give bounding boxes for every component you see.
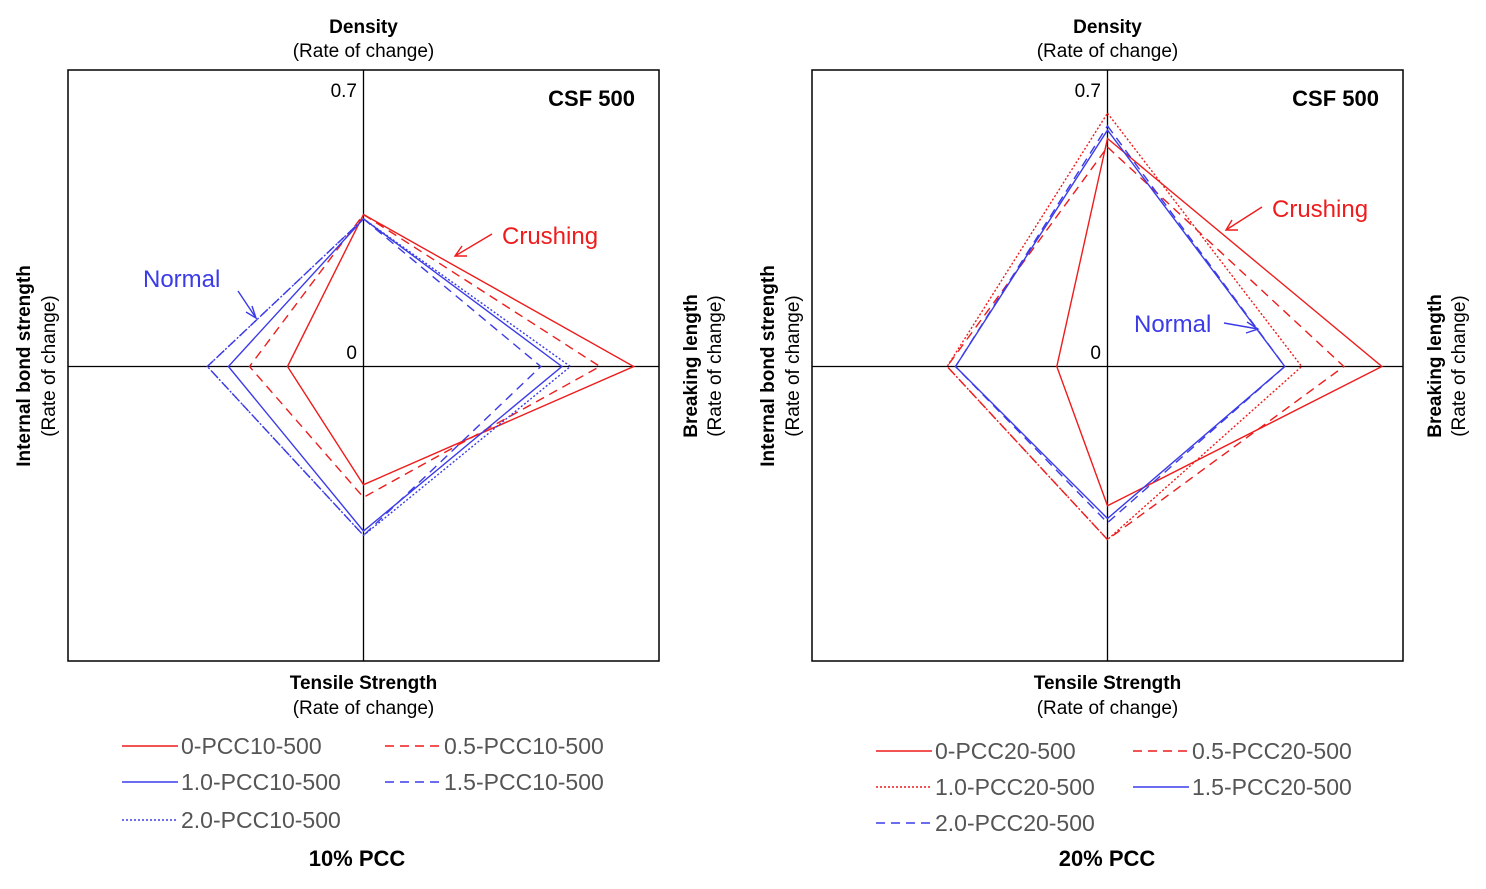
legend-label: 0.5-PCC10-500 bbox=[444, 733, 604, 759]
legend-label: 0-PCC20-500 bbox=[935, 738, 1076, 764]
legend-label: 0-PCC10-500 bbox=[181, 733, 322, 759]
legend: 0-PCC20-500 0.5-PCC20-500 1.0-PCC20-500 … bbox=[876, 738, 1352, 836]
legend-item: 0.5-PCC10-500 bbox=[385, 733, 604, 759]
series-polygon-1.5-PCC20-500 bbox=[954, 128, 1286, 520]
tick-label-zero: 0 bbox=[346, 343, 357, 364]
series-polygon-0-PCC10-500 bbox=[286, 213, 636, 486]
series-polygon-0.5-PCC10-500 bbox=[248, 213, 602, 499]
normal-arrow bbox=[237, 290, 258, 320]
chart-caption: 10% PCC bbox=[309, 846, 406, 871]
series-polygon-1.0-PCC20-500 bbox=[946, 111, 1303, 541]
tick-label-zero: 0 bbox=[1090, 343, 1101, 364]
legend-item: 1.5-PCC20-500 bbox=[1133, 774, 1352, 800]
series-polygon-2.0-PCC20-500 bbox=[954, 124, 1286, 524]
right-axis-title: Breaking length bbox=[1425, 294, 1446, 438]
series-layer bbox=[206, 213, 636, 537]
crushing-arrow bbox=[1224, 206, 1263, 231]
crushing-annotation: Crushing bbox=[1272, 196, 1368, 223]
left-axis-subtitle: (Rate of change) bbox=[39, 295, 60, 437]
left-axis-subtitle: (Rate of change) bbox=[783, 295, 804, 437]
bottom-axis-subtitle: (Rate of change) bbox=[293, 698, 435, 719]
top-axis-title: Density bbox=[329, 17, 398, 38]
series-polygon-0-PCC20-500 bbox=[1056, 137, 1384, 507]
series-polygon-0.5-PCC20-500 bbox=[946, 145, 1345, 541]
normal-annotation: Normal bbox=[1134, 311, 1211, 338]
legend-label: 0.5-PCC20-500 bbox=[1192, 738, 1352, 764]
legend-item: 1.5-PCC10-500 bbox=[385, 769, 604, 795]
legend-label: 1.0-PCC10-500 bbox=[181, 769, 341, 795]
left-axis-title: Internal bond strength bbox=[14, 265, 35, 467]
legend-label: 1.5-PCC10-500 bbox=[444, 769, 604, 795]
radar-chart-right: Density (Rate of change) Tensile Strengt… bbox=[758, 17, 1470, 871]
legend-item: 0-PCC20-500 bbox=[876, 738, 1076, 764]
normal-annotation: Normal bbox=[143, 266, 220, 293]
legend-label: 1.5-PCC20-500 bbox=[1192, 774, 1352, 800]
corner-label: CSF 500 bbox=[1292, 86, 1379, 111]
right-axis-title: Breaking length bbox=[681, 294, 702, 438]
series-polygon-1.0-PCC10-500 bbox=[227, 217, 564, 533]
legend-item: 0-PCC10-500 bbox=[122, 733, 322, 759]
legend-label: 1.0-PCC20-500 bbox=[935, 774, 1095, 800]
bottom-axis-title: Tensile Strength bbox=[290, 673, 437, 694]
right-axis-subtitle: (Rate of change) bbox=[1449, 295, 1470, 437]
tick-label-max: 0.7 bbox=[1075, 81, 1101, 102]
top-axis-subtitle: (Rate of change) bbox=[1037, 41, 1179, 62]
legend-item: 0.5-PCC20-500 bbox=[1133, 738, 1352, 764]
legend-item: 1.0-PCC20-500 bbox=[876, 774, 1095, 800]
top-axis-subtitle: (Rate of change) bbox=[293, 41, 435, 62]
legend: 0-PCC10-500 0.5-PCC10-500 1.0-PCC10-500 … bbox=[122, 733, 604, 833]
left-axis-title: Internal bond strength bbox=[758, 265, 779, 467]
series-polygon-2.0-PCC10-500 bbox=[206, 217, 572, 537]
legend-item: 2.0-PCC20-500 bbox=[876, 810, 1095, 836]
normal-arrow bbox=[1223, 321, 1260, 334]
legend-label: 2.0-PCC20-500 bbox=[935, 810, 1095, 836]
legend-label: 2.0-PCC10-500 bbox=[181, 807, 341, 833]
legend-item: 1.0-PCC10-500 bbox=[122, 769, 341, 795]
right-axis-subtitle: (Rate of change) bbox=[705, 295, 726, 437]
corner-label: CSF 500 bbox=[548, 86, 635, 111]
top-axis-title: Density bbox=[1073, 17, 1142, 38]
series-layer bbox=[946, 111, 1384, 541]
chart-caption: 20% PCC bbox=[1059, 846, 1156, 871]
bottom-axis-title: Tensile Strength bbox=[1034, 673, 1181, 694]
legend-item: 2.0-PCC10-500 bbox=[122, 807, 341, 833]
crushing-arrow bbox=[453, 233, 493, 257]
series-polygon-1.5-PCC10-500 bbox=[206, 217, 542, 537]
bottom-axis-subtitle: (Rate of change) bbox=[1037, 698, 1179, 719]
radar-chart-left: Density (Rate of change) Tensile Strengt… bbox=[14, 17, 726, 871]
crushing-annotation: Crushing bbox=[502, 223, 598, 250]
tick-label-max: 0.7 bbox=[331, 81, 357, 102]
